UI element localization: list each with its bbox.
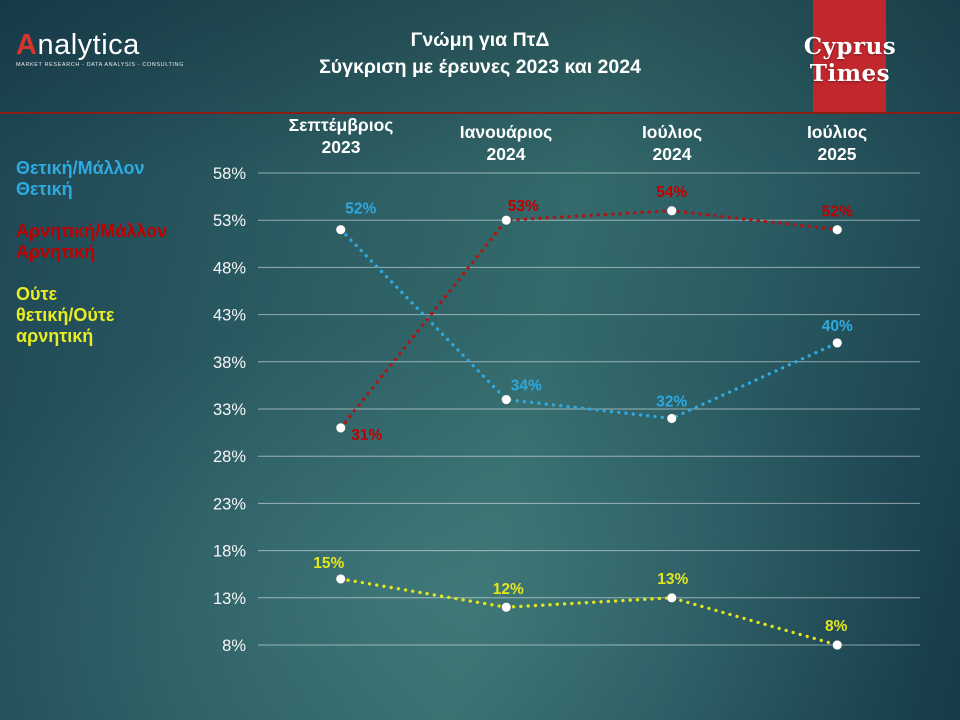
data-point-marker: [335, 422, 346, 433]
data-point-marker: [832, 639, 843, 651]
header-divider: [0, 112, 960, 114]
analytica-logo-wordmark: Analytica: [16, 30, 176, 60]
data-point-label: 15%: [313, 555, 344, 572]
data-point-marker: [335, 224, 346, 235]
y-tick-label: 18%: [213, 543, 246, 561]
data-point-marker: [832, 224, 843, 235]
column-header-jan-2024: Ιανουάριος 2024: [459, 122, 553, 164]
legend-item-neutral: Ούτε θετική/Ούτε αρνητική: [16, 284, 115, 346]
slide-title: Γνώμη για ΠτΔ Σύγκριση με έρευνες 2023 κ…: [319, 29, 641, 78]
data-point-marker: [335, 573, 346, 585]
data-point-marker: [501, 394, 512, 405]
y-tick-label: 58%: [213, 165, 246, 183]
data-point-label: 8%: [825, 618, 848, 635]
column-header-jul-2025: Ιούλιος 2025: [806, 122, 868, 164]
legend-item-positive: Θετική/Μάλλον Θετική: [16, 158, 145, 199]
data-point-label: 52%: [345, 201, 376, 218]
data-point-label: 32%: [656, 393, 687, 410]
series-line: [339, 577, 839, 647]
data-point-label: 31%: [351, 427, 382, 444]
cyprus-times-logo: Cyprus Times: [803, 33, 897, 87]
data-point-label: 12%: [493, 581, 524, 598]
analytica-logo-tagline: MARKET RESEARCH - DATA ANALYSIS - CONSUL…: [16, 62, 185, 68]
series-line: [339, 209, 839, 430]
data-point-label: 54%: [656, 184, 687, 201]
column-header-jul-2024: Ιούλιος 2024: [641, 122, 703, 164]
legend-item-negative: Αρνητική/Μάλλον Αρνητική: [16, 221, 168, 262]
analytica-logo: Analytica MARKET RESEARCH - DATA ANALYSI…: [16, 30, 185, 68]
cyprus-times-red-banner: [813, 0, 886, 113]
y-tick-label: 48%: [213, 259, 246, 277]
data-point-marker: [666, 592, 677, 603]
data-point-label: 34%: [511, 378, 542, 395]
data-point-marker: [666, 205, 677, 216]
y-tick-label: 23%: [213, 495, 246, 513]
y-tick-label: 8%: [222, 637, 246, 655]
y-tick-label: 43%: [213, 307, 246, 325]
y-tick-label: 33%: [213, 401, 246, 419]
column-header-sep-2023: Σεπτέμβριος 2023: [288, 115, 394, 157]
analytica-logo-a-mark: A: [16, 29, 38, 61]
y-tick-label: 38%: [213, 354, 246, 372]
data-point-label: 40%: [822, 318, 853, 335]
y-tick-label: 13%: [213, 590, 246, 608]
data-point-label: 53%: [508, 198, 539, 215]
data-point-label: 52%: [822, 204, 853, 221]
data-point-label: 13%: [657, 571, 688, 588]
data-point-marker: [501, 215, 512, 226]
data-point-marker: [501, 602, 512, 613]
series-line: [339, 227, 839, 421]
analytica-logo-text: nalytica: [37, 29, 140, 61]
data-point-marker: [666, 413, 677, 424]
data-point-marker: [832, 337, 843, 349]
y-tick-label: 28%: [213, 448, 246, 466]
y-tick-label: 53%: [213, 212, 246, 230]
